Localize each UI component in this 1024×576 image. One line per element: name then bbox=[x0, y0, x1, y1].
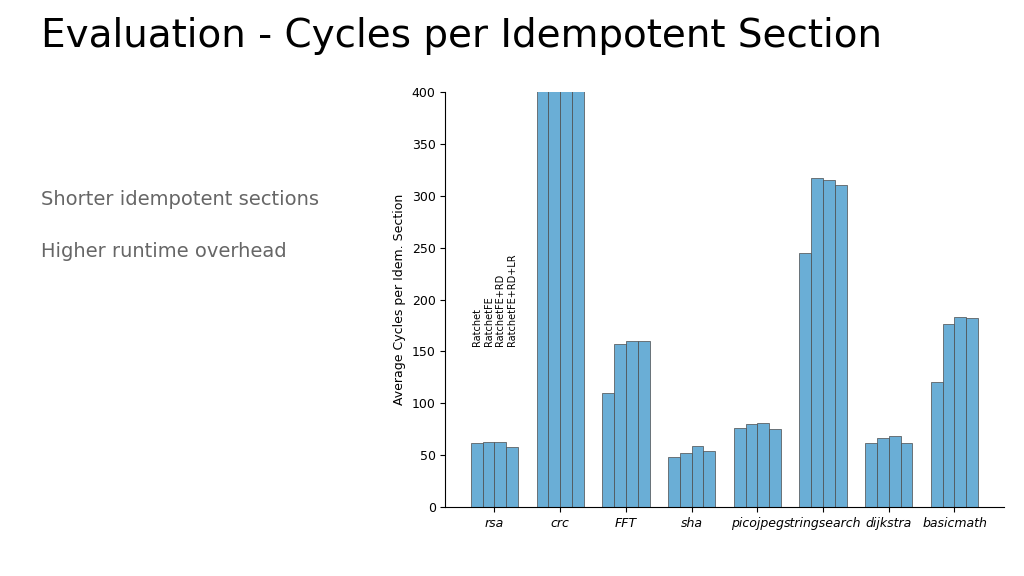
Bar bbox=[626, 341, 638, 507]
Bar bbox=[835, 185, 847, 507]
Bar bbox=[769, 429, 781, 507]
Bar bbox=[823, 180, 835, 507]
Bar bbox=[680, 453, 691, 507]
Bar bbox=[560, 0, 572, 507]
Text: RatchetFE: RatchetFE bbox=[483, 297, 494, 346]
Bar bbox=[691, 446, 703, 507]
Bar bbox=[954, 317, 967, 507]
Text: Evaluation - Cycles per Idempotent Section: Evaluation - Cycles per Idempotent Secti… bbox=[41, 17, 882, 55]
Bar bbox=[549, 0, 560, 507]
Text: Ratchet: Ratchet bbox=[472, 308, 481, 346]
Bar bbox=[482, 442, 495, 507]
Bar bbox=[931, 382, 943, 507]
Bar bbox=[943, 324, 954, 507]
Y-axis label: Average Cycles per Idem. Section: Average Cycles per Idem. Section bbox=[393, 194, 407, 405]
Bar bbox=[900, 442, 912, 507]
Text: Higher runtime overhead: Higher runtime overhead bbox=[41, 242, 287, 261]
Bar bbox=[602, 393, 614, 507]
Bar bbox=[758, 423, 769, 507]
Bar bbox=[471, 442, 482, 507]
Text: RatchetFE+RD: RatchetFE+RD bbox=[496, 274, 506, 346]
Bar bbox=[877, 438, 889, 507]
Bar bbox=[745, 424, 758, 507]
Bar bbox=[703, 451, 716, 507]
Bar bbox=[506, 447, 518, 507]
Bar bbox=[668, 457, 680, 507]
Bar bbox=[537, 0, 549, 507]
Bar bbox=[967, 318, 978, 507]
Text: Shorter idempotent sections: Shorter idempotent sections bbox=[41, 190, 318, 209]
Text: RatchetFE+RD+LR: RatchetFE+RD+LR bbox=[507, 253, 517, 346]
Bar bbox=[495, 442, 506, 507]
Bar bbox=[572, 0, 584, 507]
Bar bbox=[800, 253, 811, 507]
Bar bbox=[614, 344, 626, 507]
Bar bbox=[638, 341, 649, 507]
Bar bbox=[733, 428, 745, 507]
Bar bbox=[889, 437, 900, 507]
Bar bbox=[865, 442, 877, 507]
Bar bbox=[811, 178, 823, 507]
